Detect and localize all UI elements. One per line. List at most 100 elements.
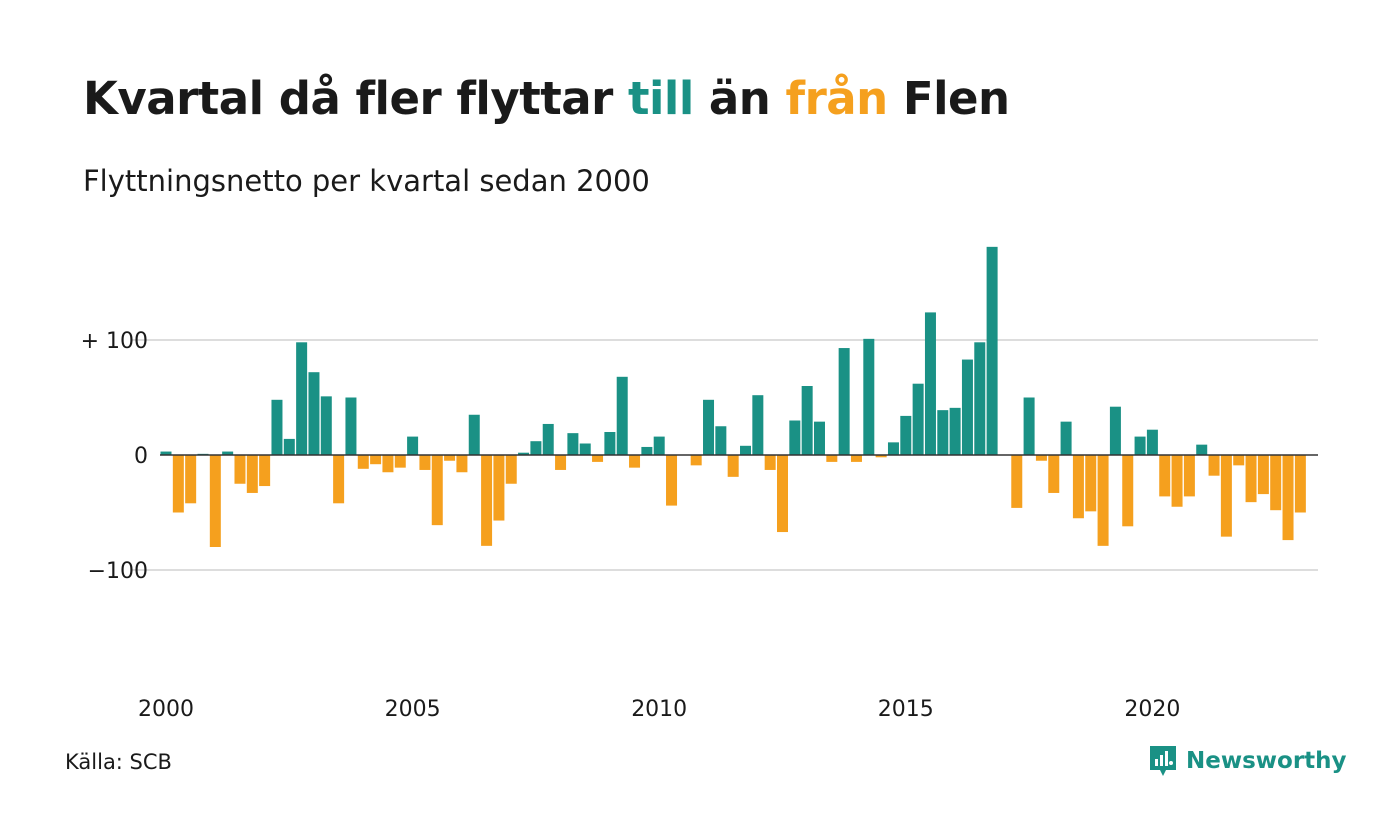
bar <box>1048 455 1060 493</box>
bar <box>1208 455 1220 476</box>
title-text-3: Flen <box>887 72 1010 125</box>
bar <box>296 342 308 455</box>
source-note: Källa: SCB <box>65 750 172 774</box>
bar <box>1233 455 1245 466</box>
bar <box>431 455 443 526</box>
bar <box>345 397 357 455</box>
bar <box>863 338 875 455</box>
bar <box>887 442 899 455</box>
bar <box>961 359 973 455</box>
bar <box>530 441 542 455</box>
x-tick-label: 2010 <box>631 697 687 722</box>
bar <box>666 455 678 506</box>
bar <box>949 407 961 455</box>
bar <box>1035 455 1047 461</box>
y-axis-ticks: + 100 0 −100 <box>81 329 148 584</box>
bar <box>1196 444 1208 455</box>
bar <box>629 455 641 468</box>
bar <box>937 410 949 455</box>
bar <box>764 455 776 470</box>
bar <box>826 455 838 462</box>
x-axis-ticks: 2000 2005 2010 2015 2020 <box>138 697 1180 722</box>
bar <box>579 443 591 455</box>
bar <box>1159 455 1171 497</box>
title-highlight-till: till <box>627 72 694 125</box>
x-tick-label: 2000 <box>138 697 194 722</box>
bar <box>900 415 912 455</box>
bar <box>283 438 295 455</box>
bar <box>715 426 727 455</box>
bar <box>912 383 924 455</box>
gridlines <box>132 339 1318 571</box>
bar <box>1011 455 1023 508</box>
bar <box>1109 406 1121 455</box>
bar <box>641 446 653 455</box>
bar <box>1282 455 1294 541</box>
chart-subtitle: Flyttningsnetto per kvartal sedan 2000 <box>83 164 650 198</box>
title-text-2: än <box>693 72 786 125</box>
bar <box>320 396 332 455</box>
bar <box>1220 455 1232 537</box>
bar <box>653 436 665 455</box>
bar <box>1171 455 1183 507</box>
bar <box>777 455 788 533</box>
bar <box>1122 455 1134 527</box>
bar <box>382 455 394 473</box>
bar <box>727 455 739 477</box>
title-text-1: Kvartal då fler flyttar <box>83 72 628 125</box>
bars <box>160 246 1306 547</box>
brand-name: Newsworthy <box>1186 748 1347 774</box>
bar <box>209 455 221 547</box>
bar <box>875 455 887 458</box>
bar <box>456 455 468 473</box>
bar <box>850 455 862 462</box>
bar <box>1023 397 1035 455</box>
bar <box>567 433 579 455</box>
bar <box>357 455 369 469</box>
x-tick-label: 2020 <box>1124 697 1180 722</box>
title-highlight-fran: från <box>785 72 889 125</box>
bar <box>271 399 283 455</box>
bar <box>1294 455 1306 513</box>
bar <box>172 455 184 513</box>
y-tick-label: −100 <box>88 559 148 584</box>
bar <box>838 348 850 455</box>
x-tick-label: 2015 <box>878 697 934 722</box>
bar <box>394 455 406 468</box>
bar <box>924 312 936 455</box>
bar <box>616 376 628 455</box>
x-tick-label: 2005 <box>385 697 441 722</box>
bar <box>370 455 382 465</box>
bar <box>1146 429 1158 455</box>
bar <box>246 455 258 493</box>
bar <box>1257 455 1269 495</box>
bar <box>1134 436 1146 455</box>
bar <box>419 455 431 470</box>
bar <box>703 399 715 455</box>
bar <box>481 455 493 546</box>
bar <box>555 455 567 470</box>
bar <box>308 372 320 455</box>
bar <box>333 455 345 504</box>
bar <box>1270 455 1282 511</box>
y-tick-label: 0 <box>134 444 148 469</box>
brand-logo: Newsworthy <box>1148 744 1347 778</box>
bar <box>160 451 172 455</box>
bar <box>185 455 197 504</box>
bar <box>407 436 419 455</box>
bar <box>801 386 813 455</box>
bar <box>604 432 616 455</box>
bar <box>1085 455 1097 512</box>
bar <box>259 455 271 487</box>
bar <box>1183 455 1195 497</box>
bar <box>222 451 234 455</box>
bar <box>542 423 554 455</box>
bar <box>592 455 604 462</box>
bar <box>740 445 752 455</box>
bar <box>1245 455 1257 503</box>
bar <box>444 455 456 461</box>
bar <box>1060 421 1072 455</box>
bar <box>505 455 517 484</box>
bar <box>986 246 998 455</box>
